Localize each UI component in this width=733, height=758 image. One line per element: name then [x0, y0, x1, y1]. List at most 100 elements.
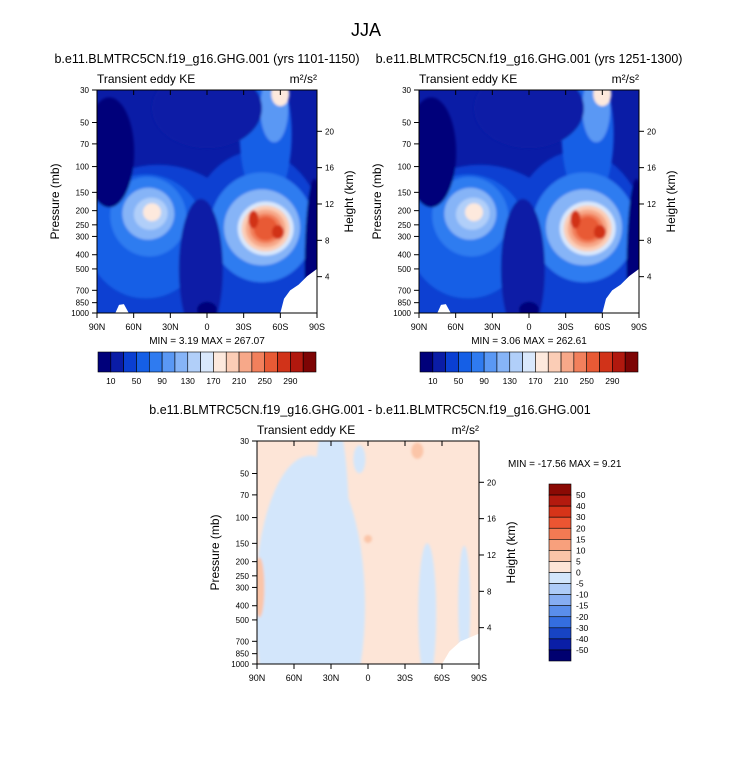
colorbar-label: 290 [283, 376, 297, 386]
y-tick-label: 700 [236, 637, 250, 646]
colorbar-box [238, 351, 253, 373]
colorbar-box [548, 616, 572, 629]
y-tick-label: 500 [398, 265, 412, 274]
y-tick-label: 50 [240, 469, 249, 478]
field-blobs [419, 90, 639, 313]
contour-fill [582, 90, 611, 143]
colorbar-box [548, 516, 572, 529]
colorbar-label: -30 [576, 623, 589, 633]
y-tick-label: 150 [236, 539, 250, 548]
y-tick-label: 200 [398, 207, 412, 216]
y-tick-label: 400 [398, 251, 412, 260]
colorbar-box [548, 494, 572, 507]
colorbar-box [419, 351, 434, 373]
contour-fill [248, 210, 259, 229]
colorbar-label: 210 [232, 376, 246, 386]
contour-fill [152, 90, 262, 149]
x-tick-label: 60S [434, 673, 450, 683]
colorbar-label: -40 [576, 634, 589, 644]
y-tick-label: 30 [240, 437, 249, 446]
x-tick-label: 30N [484, 322, 501, 332]
contour-fill [178, 198, 223, 313]
y2-axis-label: Height (km) [504, 521, 518, 583]
x-tick-label: 90S [471, 673, 487, 683]
colorbar-label: 130 [181, 376, 195, 386]
y2-axis-label: Height (km) [664, 170, 678, 232]
y2-tick-label: 8 [647, 236, 652, 245]
left-string: Transient eddy KE [419, 72, 517, 86]
topography-mask [419, 268, 639, 313]
colorbar-box [277, 351, 291, 373]
field-blobs [257, 441, 471, 664]
colorbar-label: 170 [528, 376, 542, 386]
colorbar-box [213, 351, 227, 373]
x-tick-label: 0 [365, 673, 370, 683]
colorbar-box [483, 351, 498, 373]
y-tick-label: 500 [76, 265, 90, 274]
units-label: m²/s² [612, 72, 639, 86]
colorbar-box [560, 351, 575, 373]
colorbar-label: 5 [576, 556, 581, 566]
y-tick-label: 100 [236, 514, 250, 523]
contour-fill [570, 210, 581, 229]
contour-fill [97, 97, 135, 208]
colorbar-box [547, 351, 562, 373]
contour-fill [260, 90, 289, 143]
colorbar-label: 210 [554, 376, 568, 386]
contour-fill [575, 216, 600, 241]
y2-tick-label: 16 [325, 164, 334, 173]
colorbar-box [148, 351, 163, 373]
x-tick-label: 90N [89, 322, 106, 332]
y-tick-label: 150 [398, 188, 412, 197]
y-tick-label: 1000 [71, 309, 89, 318]
colorbar-label: -15 [576, 601, 589, 611]
y2-tick-label: 4 [647, 273, 652, 282]
colorbar-box [161, 351, 176, 373]
min-max-label: MIN = 3.19 MAX = 267.07 [149, 336, 265, 347]
contour-fill [465, 203, 483, 222]
colorbar-label: 290 [605, 376, 619, 386]
x-tick-label: 30S [236, 322, 252, 332]
contour-fill [353, 445, 366, 474]
colorbar-label: 0 [576, 568, 581, 578]
units-label: m²/s² [452, 423, 479, 437]
contour-fill [474, 90, 584, 149]
difference-title: b.e11.BLMTRC5CN.f19_g16.GHG.001 - b.e11.… [149, 403, 590, 417]
min-max-label: MIN = 3.06 MAX = 262.61 [471, 336, 587, 347]
figure-title: JJA [351, 20, 381, 40]
colorbar-box [290, 351, 304, 373]
colorbar-label: 10 [576, 545, 586, 555]
left-string: Transient eddy KE [257, 423, 355, 437]
contour-fill [364, 534, 372, 543]
min-max-label: MIN = -17.56 MAX = 9.21 [508, 459, 622, 470]
field-blobs [97, 90, 317, 313]
x-tick-label: 60S [594, 322, 610, 332]
colorbar-box [548, 539, 572, 551]
y-tick-label: 300 [76, 232, 90, 241]
y-tick-label: 250 [236, 572, 250, 581]
contour-fill [593, 225, 606, 240]
y-axis-label: Pressure (mb) [48, 163, 62, 239]
y2-tick-label: 8 [487, 587, 492, 596]
y-tick-label: 150 [76, 188, 90, 197]
colorbar-label: -10 [576, 590, 589, 600]
y-tick-label: 400 [236, 602, 250, 611]
contour-fill [313, 441, 349, 650]
colorbar-label: 50 [576, 490, 586, 500]
colorbar-box [264, 351, 278, 373]
colorbar-label: 90 [479, 376, 489, 386]
colorbar-box [432, 351, 446, 373]
colorbar-box [522, 351, 536, 373]
y-tick-label: 200 [76, 207, 90, 216]
x-tick-label: 90N [249, 673, 266, 683]
x-tick-label: 30N [323, 673, 340, 683]
x-tick-label: 90S [631, 322, 647, 332]
contour-fill [419, 97, 457, 208]
x-tick-label: 60N [286, 673, 303, 683]
colorbar-box [187, 351, 201, 373]
contour-fill [253, 216, 278, 241]
units-label: m²/s² [290, 72, 317, 86]
field-layer [419, 90, 639, 313]
contour-fill [458, 545, 471, 664]
